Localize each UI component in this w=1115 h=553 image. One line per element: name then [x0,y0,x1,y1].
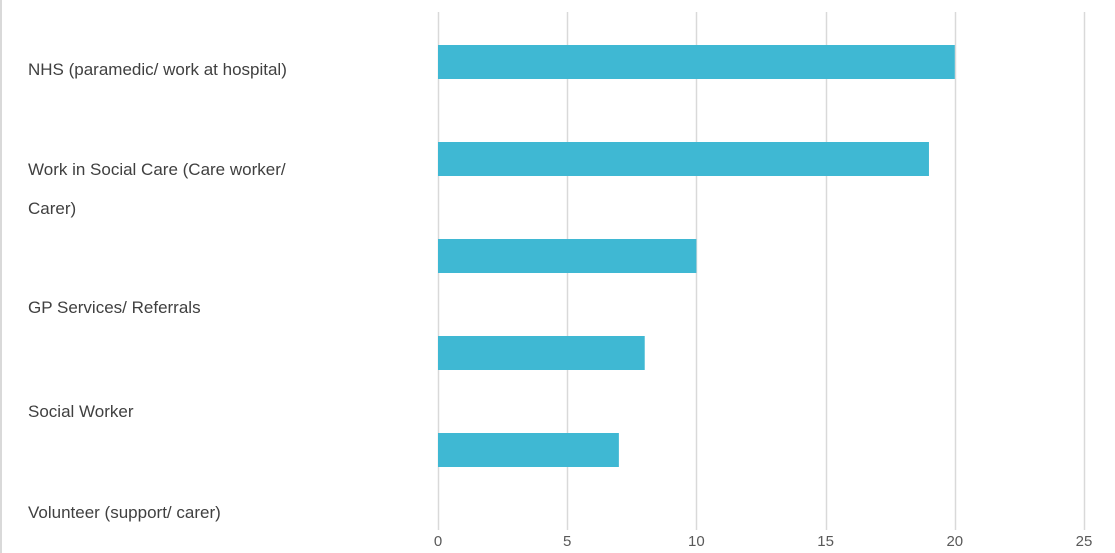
x-tick-label-10: 10 [688,533,705,550]
category-label-1: NHS (paramedic/ work at hospital) [28,60,287,79]
x-tick-label-5: 5 [563,533,571,550]
bar-2 [438,142,929,176]
bar-1 [438,45,955,79]
bar-5 [438,433,619,467]
bar-4 [438,336,645,370]
category-label-3: GP Services/ Referrals [28,298,201,317]
x-tick-label-15: 15 [817,533,834,550]
x-tick-label-0: 0 [434,533,442,550]
x-tick-labels: 0 5 10 15 20 25 [434,533,1093,550]
category-label-5: Volunteer (support/ carer) [28,503,221,522]
x-tick-label-25: 25 [1076,533,1093,550]
category-label-2-line-1: Work in Social Care (Care worker/ [28,160,286,179]
x-tick-label-20: 20 [946,533,963,550]
category-labels: NHS (paramedic/ work at hospital) Work in… [28,60,287,522]
bars [438,45,955,467]
category-label-4: Social Worker [28,402,134,421]
left-border-rule [0,0,2,553]
bar-3 [438,239,697,273]
category-label-2-line-2: Carer) [28,199,76,218]
